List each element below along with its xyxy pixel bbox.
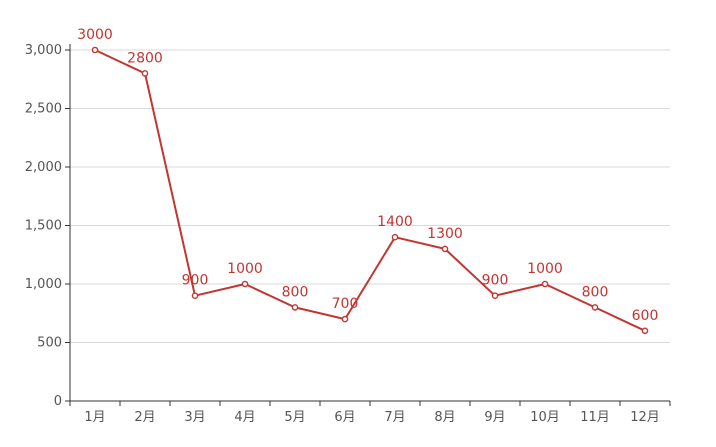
data-point[interactable] (541, 280, 549, 288)
data-label: 2800 (127, 50, 163, 66)
x-tick-label: 3月 (184, 410, 205, 425)
x-tick-label: 12月 (630, 410, 660, 425)
data-point[interactable] (341, 315, 349, 323)
data-label: 1000 (527, 261, 563, 277)
y-tick-label: 1,500 (25, 219, 62, 234)
data-point[interactable] (441, 245, 449, 253)
data-point[interactable] (391, 233, 399, 241)
y-tick-label: 0 (54, 394, 62, 409)
data-point[interactable] (241, 280, 249, 288)
data-point[interactable] (491, 292, 499, 300)
y-axis-tick-labels: 0 500 1,000 1,500 2,000 2,500 3,000 (25, 43, 62, 409)
x-tick-label: 11月 (580, 410, 610, 425)
x-tick-label: 8月 (434, 410, 455, 425)
axes (65, 44, 671, 406)
series-line (94, 49, 646, 332)
data-label: 600 (632, 308, 659, 324)
data-label: 800 (282, 284, 309, 300)
series-line-group (94, 49, 646, 332)
grid-lines (70, 49, 670, 343)
x-tick-label: 2月 (134, 410, 155, 425)
x-tick-label: 7月 (384, 410, 405, 425)
data-label: 700 (332, 296, 359, 312)
x-tick-label: 6月 (334, 410, 355, 425)
data-point[interactable] (91, 46, 99, 54)
y-tick-label: 2,500 (25, 102, 62, 117)
x-axis-tick-labels: 1月 2月 3月 4月 5月 6月 7月 8月 9月 10月 11月 12月 (84, 410, 659, 425)
x-tick-label: 10月 (530, 410, 560, 425)
data-label: 800 (582, 284, 609, 300)
data-label: 1300 (427, 226, 463, 242)
data-label: 1000 (227, 261, 263, 277)
data-label: 1400 (377, 214, 413, 230)
x-tick-label: 1月 (84, 410, 105, 425)
y-tick-label: 1,000 (25, 277, 62, 292)
y-tick-label: 2,000 (25, 160, 62, 175)
data-point[interactable] (141, 70, 149, 77)
x-tick-label: 4月 (234, 410, 255, 425)
data-point[interactable] (191, 292, 199, 300)
y-tick-label: 500 (37, 336, 62, 351)
data-point[interactable] (641, 327, 649, 335)
data-point[interactable] (291, 304, 299, 311)
data-label: 3000 (77, 27, 113, 43)
data-label: 900 (482, 273, 509, 289)
y-tick-label: 3,000 (25, 43, 62, 58)
data-label: 900 (182, 273, 209, 289)
data-labels: 3000 2800 900 1000 800 700 1400 1300 900 1000 800 6… (77, 27, 658, 324)
data-points (91, 46, 649, 335)
x-tick-label: 9月 (484, 410, 505, 425)
data-point[interactable] (591, 304, 599, 311)
x-tick-label: 5月 (284, 410, 305, 425)
